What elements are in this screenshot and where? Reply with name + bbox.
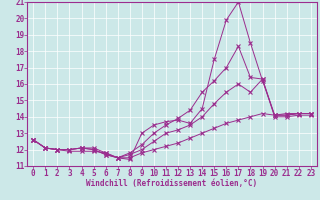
X-axis label: Windchill (Refroidissement éolien,°C): Windchill (Refroidissement éolien,°C) <box>86 179 258 188</box>
